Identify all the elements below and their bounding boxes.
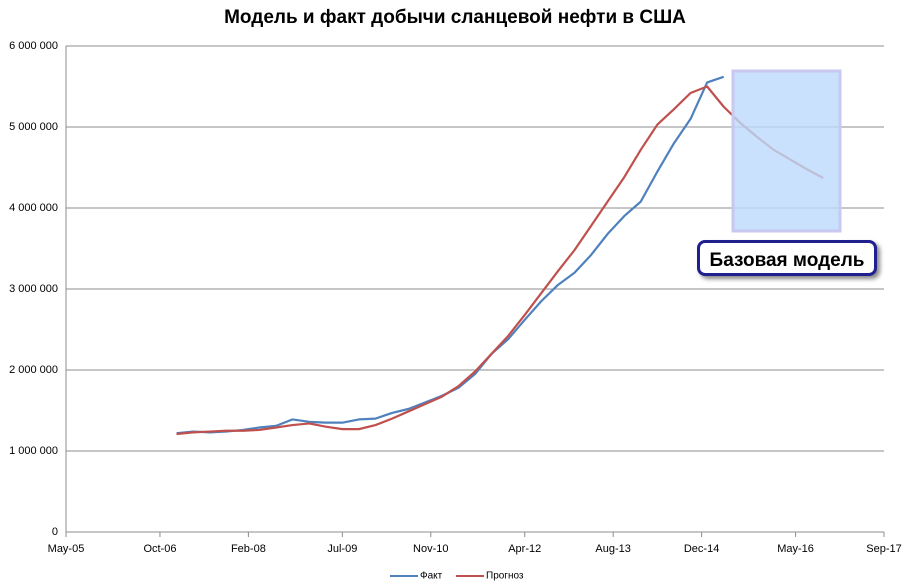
y-tick-label: 3 000 000 [9, 283, 58, 295]
x-tick-label: May-05 [48, 543, 85, 555]
x-tick-label: Oct-06 [143, 543, 176, 555]
series-line [176, 75, 725, 435]
x-tick-label: Feb-08 [231, 543, 266, 555]
x-tick-label: Sep-17 [866, 543, 901, 555]
x-tick-label: Dec-14 [684, 543, 719, 555]
grid [66, 45, 884, 533]
x-tick-label: Jul-09 [327, 543, 357, 555]
y-tick-label: 1 000 000 [9, 445, 58, 457]
legend-label: Факт [420, 571, 443, 582]
legend-label: Прогноз [486, 571, 524, 582]
x-tick-label: May-16 [777, 543, 814, 555]
y-tick-label: 0 [52, 526, 58, 538]
x-tick-label: Aug-13 [595, 543, 630, 555]
y-tick-label: 5 000 000 [9, 121, 58, 133]
annotation: Базовая модель [697, 240, 877, 276]
y-tick-label: 6 000 000 [9, 40, 58, 52]
series-line [176, 85, 824, 436]
chart-title: Модель и факт добычи сланцевой нефти в С… [224, 7, 686, 28]
x-tick-label: Nov-10 [413, 543, 448, 555]
y-tick-label: 4 000 000 [9, 202, 58, 214]
y-tick-label: 2 000 000 [9, 364, 58, 376]
forecast-area [731, 69, 842, 233]
x-tick-label: Apr-12 [508, 543, 541, 555]
